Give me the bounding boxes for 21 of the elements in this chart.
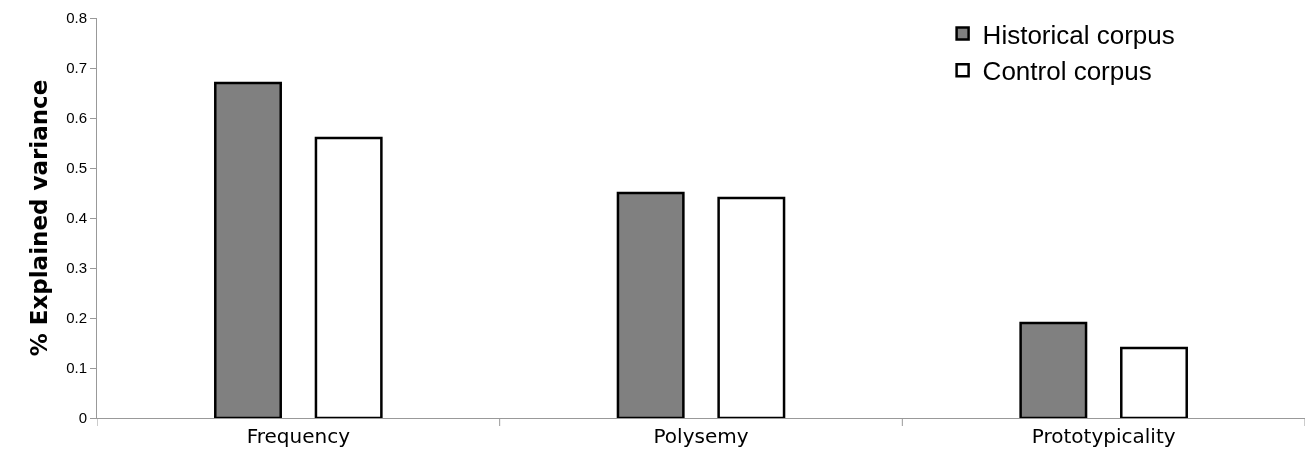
- bar: [616, 191, 685, 418]
- x-tick-label: Polysemy: [653, 424, 749, 448]
- x-tick-label: Prototypicality: [1031, 424, 1176, 448]
- y-tick-label: 0.2: [66, 309, 87, 327]
- y-tick-label: 0.5: [66, 159, 87, 177]
- legend-label: Control corpus: [982, 56, 1152, 87]
- y-axis-title: % Explained variance: [25, 79, 52, 357]
- y-tick-label: 0.3: [66, 259, 87, 277]
- y-tick-label: 0.8: [66, 9, 87, 27]
- y-tick-label: 0.7: [66, 59, 87, 77]
- bar: [214, 81, 282, 418]
- x-tick-label: Frequency: [246, 424, 351, 448]
- y-tick-label: 0.1: [66, 359, 87, 377]
- bar: [717, 196, 786, 418]
- bar: [1120, 346, 1188, 418]
- bar: [1019, 321, 1088, 418]
- y-tick-label: 0: [78, 409, 87, 427]
- bar: [314, 136, 383, 418]
- y-tick-label: 0.4: [66, 209, 87, 227]
- y-tick-label: 0.6: [66, 109, 87, 127]
- legend-label: Historical corpus: [982, 19, 1175, 50]
